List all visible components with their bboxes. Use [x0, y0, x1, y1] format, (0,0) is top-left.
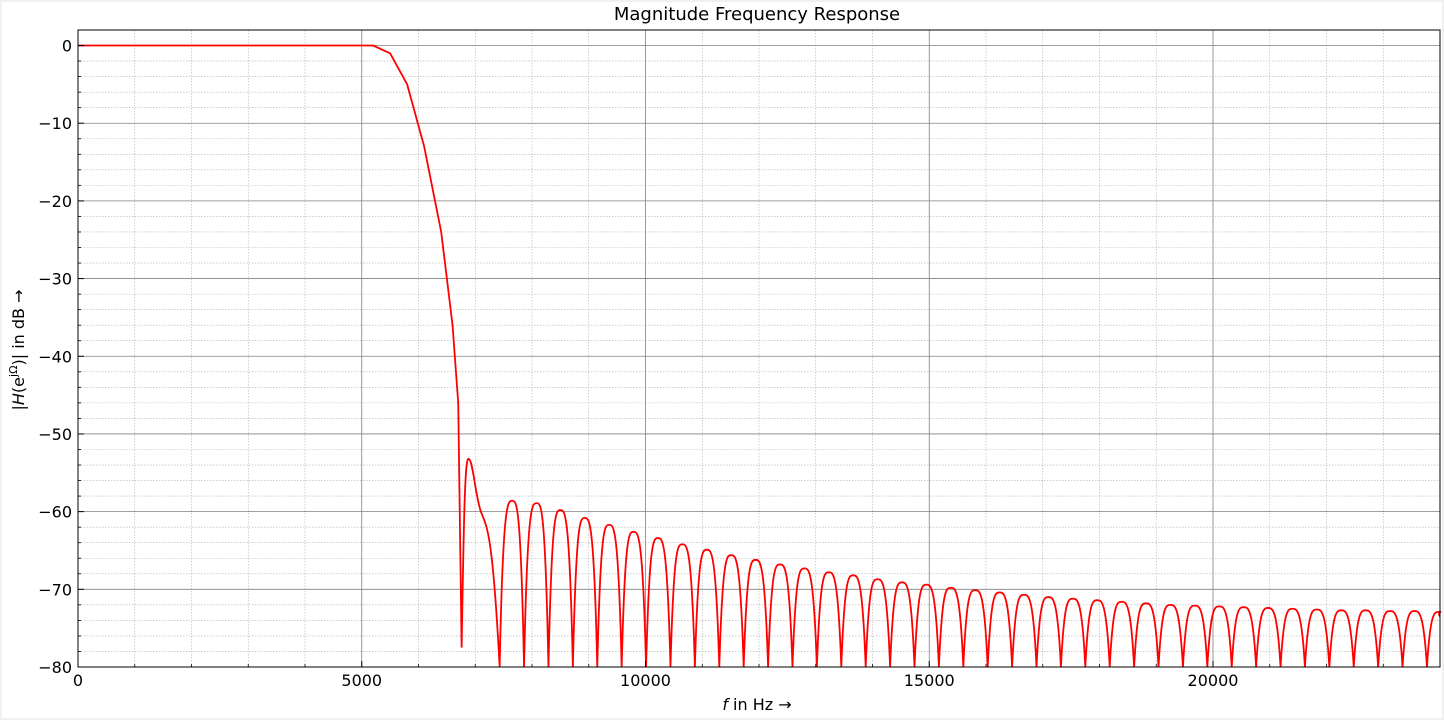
x-tick-label: 15000	[904, 671, 955, 690]
x-tick-label: 20000	[1188, 671, 1239, 690]
major-grid	[77, 30, 1440, 668]
y-axis-label-close: )| in dB →	[9, 290, 28, 366]
y-tick-label: −70	[38, 580, 72, 599]
y-tick-label: −60	[38, 503, 72, 522]
x-tick-label: 10000	[620, 671, 671, 690]
x-tick-labels: 0 5000 10000 15000 20000	[73, 671, 1239, 690]
y-axis-label-open: |	[9, 405, 28, 410]
y-tick-label: −30	[38, 270, 72, 289]
y-tick-label: −50	[38, 425, 72, 444]
y-tick-labels: 0 −10 −20 −30 −40 −50 −60 −70 −80	[38, 37, 72, 677]
y-axis-label-superscript: jΩ	[7, 366, 20, 378]
x-axis-label: f in Hz →	[722, 695, 791, 714]
chart-title: Magnitude Frequency Response	[614, 4, 900, 25]
y-axis-label-paren: (e	[9, 377, 28, 393]
y-axis-label-variable: H	[9, 393, 28, 405]
x-axis-label-variable: f	[722, 695, 730, 714]
x-tick-label: 0	[73, 671, 83, 690]
x-tick-label: 5000	[341, 671, 382, 690]
y-tick-label: −40	[38, 347, 72, 366]
axis-ticks	[77, 45, 1441, 668]
y-tick-label: 0	[62, 37, 72, 56]
magnitude-response-line	[78, 44, 1442, 668]
y-axis-label: |H(ejΩ)| in dB →	[7, 290, 28, 411]
x-axis-label-text: in Hz →	[728, 695, 792, 714]
y-tick-label: −20	[38, 192, 72, 211]
y-tick-label: −10	[38, 114, 72, 133]
y-tick-label: −80	[38, 658, 72, 677]
minor-grid	[78, 30, 1441, 667]
